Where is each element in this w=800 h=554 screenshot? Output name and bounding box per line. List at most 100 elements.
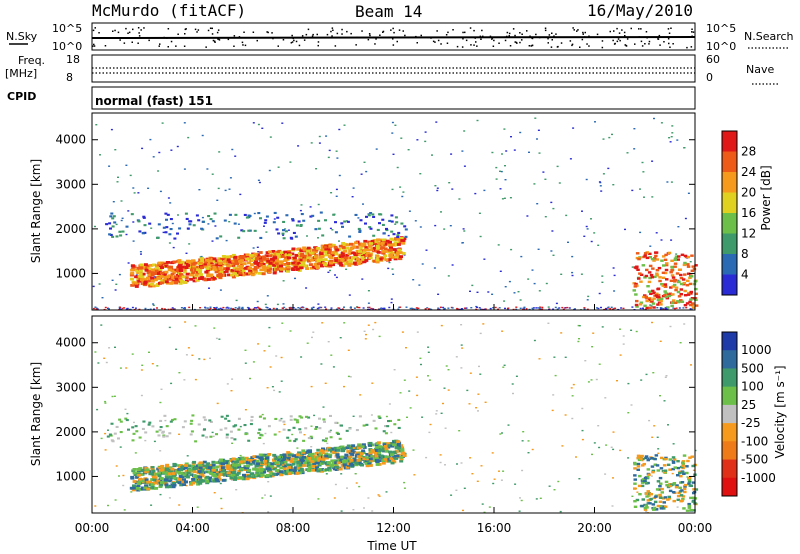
range-gate-cell <box>265 454 270 458</box>
range-gate-cell <box>152 478 157 482</box>
nsky-point <box>646 37 648 39</box>
range-gate-cell <box>350 262 355 266</box>
nsky-point <box>290 42 293 44</box>
nsky-point <box>582 31 584 34</box>
range-gate-cell <box>678 486 682 489</box>
range-gate-cell <box>352 187 355 189</box>
range-gate-cell <box>125 225 129 228</box>
range-gate-cell <box>338 257 342 260</box>
range-gate-cell <box>143 224 147 227</box>
range-gate-cell <box>138 436 142 439</box>
range-gate-cell <box>653 463 658 466</box>
range-gate-cell <box>332 467 337 471</box>
range-gate-cell <box>650 300 654 303</box>
range-gate-cell <box>360 173 363 175</box>
range-gate-cell <box>402 454 407 457</box>
range-gate-cell <box>347 375 350 378</box>
range-gate-cell <box>627 457 630 459</box>
range-gate-cell <box>511 383 514 385</box>
range-gate-cell <box>156 307 158 309</box>
range-gate-cell <box>237 307 240 310</box>
range-gate-cell <box>372 234 376 237</box>
range-gate-cell <box>252 467 257 471</box>
range-gate-cell <box>261 262 266 266</box>
range-gate-cell <box>492 307 495 309</box>
range-gate-cell <box>191 481 196 485</box>
range-gate-cell <box>94 306 97 308</box>
range-gate-cell <box>381 238 386 242</box>
range-gate-cell <box>596 307 598 309</box>
range-gate-cell <box>439 454 442 456</box>
range-gate-cell <box>307 467 312 471</box>
range-gate-cell <box>97 362 100 364</box>
range-gate-cell <box>144 466 149 470</box>
range-gate-cell <box>146 480 151 484</box>
range-gate-cell <box>184 462 189 466</box>
range-gate-cell <box>400 239 405 242</box>
range-gate-cell <box>220 497 223 500</box>
range-gate-cell <box>383 457 388 461</box>
range-gate-cell <box>676 139 679 141</box>
range-gate-cell <box>215 473 220 476</box>
range-gate-cell <box>471 284 474 287</box>
range-gate-cell <box>681 461 685 464</box>
range-gate-cell <box>282 457 287 461</box>
range-gate-cell <box>591 453 593 456</box>
range-gate-cell <box>664 457 668 461</box>
range-gate-cell <box>499 270 502 272</box>
range-gate-cell <box>133 473 138 476</box>
nsky-point <box>341 28 343 31</box>
range-gate-cell <box>652 297 656 300</box>
nsky-point <box>462 38 464 40</box>
range-gate-cell <box>415 307 418 309</box>
range-gate-cell <box>130 268 135 272</box>
nsky-point <box>218 39 221 41</box>
range-gate-cell <box>687 476 692 480</box>
range-gate-cell <box>376 441 381 445</box>
range-gate-cell <box>294 262 299 266</box>
range-gate-cell <box>336 432 340 435</box>
range-gate-cell <box>315 461 320 465</box>
range-gate-cell <box>538 358 541 360</box>
range-gate-cell <box>405 306 408 308</box>
range-gate-cell <box>604 473 607 475</box>
range-gate-cell <box>238 255 243 259</box>
range-gate-cell <box>664 306 667 309</box>
range-gate-cell <box>669 286 673 289</box>
range-gate-cell <box>378 495 381 497</box>
range-gate-cell <box>419 226 422 228</box>
range-gate-cell <box>388 450 393 454</box>
range-gate-cell <box>349 459 354 462</box>
range-gate-cell <box>583 307 586 309</box>
range-gate-cell <box>132 240 135 242</box>
range-gate-cell <box>553 356 556 358</box>
range-gate-cell <box>277 455 281 459</box>
range-gate-cell <box>165 464 170 468</box>
range-gate-cell <box>274 469 279 472</box>
range-gate-cell <box>673 307 676 310</box>
range-gate-cell <box>370 449 375 452</box>
range-gate-cell <box>356 453 361 457</box>
range-gate-cell <box>353 458 358 462</box>
nsky-point <box>331 27 334 29</box>
range-gate-cell <box>361 258 366 261</box>
range-gate-cell <box>655 488 660 491</box>
range-gate-cell <box>536 203 539 205</box>
range-gate-cell <box>178 227 182 230</box>
range-gate-cell <box>317 468 322 471</box>
range-gate-cell <box>377 453 382 457</box>
range-gate-cell <box>571 417 574 420</box>
range-gate-cell <box>338 174 341 177</box>
range-gate-cell <box>393 439 398 443</box>
range-gate-cell <box>600 190 603 192</box>
range-gate-cell <box>322 406 325 408</box>
nsky-point <box>367 38 370 41</box>
range-gate-cell <box>231 148 234 151</box>
range-gate-cell <box>515 375 518 377</box>
range-gate-cell <box>384 250 389 253</box>
nsky-point <box>350 32 352 35</box>
range-gate-cell <box>148 421 152 424</box>
range-gate-cell <box>329 429 332 432</box>
range-gate-cell <box>638 474 642 478</box>
